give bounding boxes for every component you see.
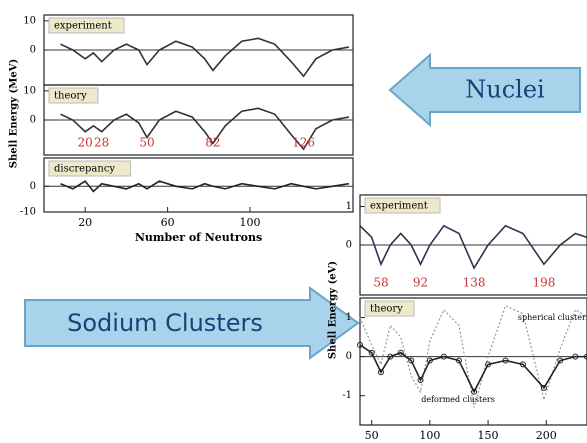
y-tick-label: 10 [23,15,36,26]
point [426,357,433,364]
x-tick-label: 60 [161,216,175,229]
x-tick-label: 20 [78,216,92,229]
magic-number: 28 [94,136,109,150]
point [572,353,579,360]
panel-label-text: experiment [54,21,112,32]
point [357,341,363,348]
y-tick-label: 1 [346,201,352,212]
nuclei-arrow: Nuclei [388,52,581,128]
x-tick-label: 100 [419,429,440,442]
panel-label: theory [48,87,99,104]
magic-number: 50 [139,136,154,150]
panel-label-text: theory [54,91,87,102]
panel-label-box [364,197,441,214]
point [377,369,384,376]
panel-label: experiment [364,197,441,214]
curve [60,180,350,193]
clusters-arrow: Sodium Clusters [24,286,360,360]
x-tick-label: 200 [536,429,557,442]
point [455,357,462,364]
x-tick-label: 50 [365,429,379,442]
arrow-shape [388,52,581,128]
y-tick-label: 0 [346,351,352,362]
curve [359,224,587,270]
x-axis-label: Number of Neutrons [135,231,262,244]
y-tick-label: 10 [23,85,36,96]
y-tick-label: -1 [342,390,352,401]
y-tick-label: -10 [20,207,36,218]
panel-frame [359,297,587,426]
y-axis-label: Shell Energy (MeV) [9,59,20,168]
point [440,353,447,360]
curve [60,107,350,151]
panel-label-text: theory [370,304,403,315]
magic-number: 138 [463,276,486,290]
point [368,349,375,356]
curve [359,344,587,394]
point [408,357,415,364]
panel-label-box [364,300,415,317]
y-tick-label: 0 [30,181,36,192]
panel-label-box [48,87,99,104]
arrow-shape [24,286,360,360]
magic-number: 20 [78,136,93,150]
panel-label: experiment [48,17,125,34]
series-label: spherical clusters [518,313,587,322]
point [557,357,564,364]
panel-label-box [48,17,125,34]
point [471,388,478,395]
magic-number: 198 [532,276,555,290]
point [417,377,424,384]
point [387,353,394,360]
y-tick-label: 0 [346,240,352,251]
x-tick-label: 150 [478,429,499,442]
magic-number: 82 [205,136,220,150]
point [540,384,547,391]
arrow-label: Sodium Clusters [67,309,263,337]
magic-number: 58 [373,276,388,290]
magic-number: 92 [413,276,428,290]
point [485,361,492,368]
y-tick-label: 1 [346,312,352,323]
point [519,361,526,368]
y-axis-label: Shell Energy (eV) [328,261,339,359]
panel-label-box [48,160,131,177]
x-tick-label: 100 [240,216,261,229]
point [397,349,404,356]
panel-label: theory [364,300,415,317]
point [584,353,587,360]
magic-number: 126 [292,136,315,150]
y-tick-label: 0 [30,115,36,126]
panel-label-text: discrepancy [54,164,115,175]
point [502,357,509,364]
panel-label-text: experiment [370,201,428,212]
y-tick-label: 0 [30,45,36,56]
panel-frame [43,157,354,213]
curve [359,304,587,408]
series-label: deformed clusters [421,395,495,404]
arrow-label: Nuclei [465,76,545,104]
panel-label: discrepancy [48,160,131,177]
curve [60,37,350,78]
